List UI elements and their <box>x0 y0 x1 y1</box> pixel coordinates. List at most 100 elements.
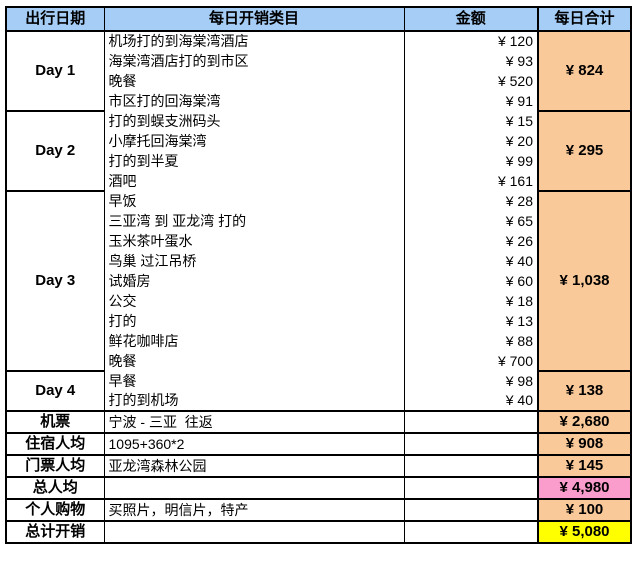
expense-amount: ¥ 40 <box>403 251 539 271</box>
expense-amount: ¥ 13 <box>403 311 539 331</box>
day-label: Day 1 <box>5 30 105 112</box>
expense-amount: ¥ 99 <box>403 151 539 171</box>
summary-label: 总人均 <box>5 476 105 500</box>
day-total: ¥ 138 <box>537 370 632 412</box>
expense-item-row: 小摩托回海棠湾 ¥ 20 <box>6 131 631 151</box>
summary-amount <box>403 476 539 500</box>
col-header-amount: 金额 <box>403 6 539 32</box>
summary-desc <box>103 476 405 500</box>
expense-desc: 晚餐 <box>103 71 405 91</box>
expense-item-row: 玉米茶叶蛋水 ¥ 26 <box>6 231 631 251</box>
expense-amount: ¥ 60 <box>403 271 539 291</box>
day-total: ¥ 824 <box>537 30 632 112</box>
expense-item-row: Day 2 打的到蜈支洲码头 ¥ 15 ¥ 295 <box>5 110 632 192</box>
expense-desc: 海棠湾酒店打的到市区 <box>103 51 405 71</box>
summary-amount <box>403 498 539 522</box>
summary-desc: 宁波 - 三亚 往返 <box>103 410 405 434</box>
expense-item-row: 海棠湾酒店打的到市区 ¥ 93 <box>6 51 631 71</box>
expense-item-row: Day 3 早饭 ¥ 28 ¥ 1,038 <box>5 190 632 372</box>
expense-item-row: 晚餐 ¥ 520 <box>6 71 631 91</box>
expense-amount: ¥ 65 <box>403 211 539 231</box>
summary-desc: 亚龙湾森林公园 <box>103 454 405 478</box>
summary-desc: 买照片，明信片，特产 <box>103 498 405 522</box>
expense-amount: ¥ 98 <box>403 371 539 391</box>
summary-row: 机票 宁波 - 三亚 往返 ¥ 2,680 <box>5 410 632 434</box>
col-header-date: 出行日期 <box>5 6 105 32</box>
expense-desc: 玉米茶叶蛋水 <box>103 231 405 251</box>
expense-item-row: 鸟巢 过江吊桥 ¥ 40 <box>6 251 631 271</box>
summary-row: 住宿人均 1095+360*2 ¥ 908 <box>5 432 632 456</box>
expense-desc: 酒吧 <box>103 171 405 191</box>
expense-desc: 打的到蜈支洲码头 <box>103 111 405 131</box>
expense-desc: 三亚湾 到 亚龙湾 打的 <box>103 211 405 231</box>
expense-item-row: 打的 ¥ 13 <box>6 311 631 331</box>
summary-row: 总计开销 ¥ 5,080 <box>5 520 632 544</box>
summary-total: ¥ 4,980 <box>537 476 632 500</box>
expense-desc: 早餐 <box>103 371 405 391</box>
expense-item-row: 鲜花咖啡店 ¥ 88 <box>6 331 631 351</box>
summary-total: ¥ 2,680 <box>537 410 632 434</box>
expense-amount: ¥ 88 <box>403 331 539 351</box>
expense-table: 出行日期 每日开销类目 金额 每日合计 Day 1 机场打的到海棠湾酒店 ¥ 120… <box>5 6 632 544</box>
header-row: 出行日期 每日开销类目 金额 每日合计 <box>5 6 632 32</box>
expense-amount: ¥ 120 <box>403 31 539 51</box>
day-label: Day 2 <box>5 110 105 192</box>
expense-item-row: 晚餐 ¥ 700 <box>6 351 631 371</box>
expense-amount: ¥ 520 <box>403 71 539 91</box>
summary-desc: 1095+360*2 <box>103 432 405 456</box>
summary-row: 个人购物 买照片，明信片，特产 ¥ 100 <box>5 498 632 522</box>
expense-amount: ¥ 91 <box>403 91 539 111</box>
expense-desc: 公交 <box>103 291 405 311</box>
expense-amount: ¥ 18 <box>403 291 539 311</box>
summary-amount <box>403 432 539 456</box>
expense-amount: ¥ 20 <box>403 131 539 151</box>
expense-item-row: 打的到机场 ¥ 40 <box>6 391 631 411</box>
expense-item-row: 三亚湾 到 亚龙湾 打的 ¥ 65 <box>6 211 631 231</box>
expense-desc: 打的 <box>103 311 405 331</box>
expense-desc: 鸟巢 过江吊桥 <box>103 251 405 271</box>
expense-amount: ¥ 700 <box>403 351 539 371</box>
expense-desc: 小摩托回海棠湾 <box>103 131 405 151</box>
day-total: ¥ 295 <box>537 110 632 192</box>
expense-amount: ¥ 26 <box>403 231 539 251</box>
expense-sheet: 出行日期 每日开销类目 金额 每日合计 Day 1 机场打的到海棠湾酒店 ¥ 120… <box>5 6 632 544</box>
expense-amount: ¥ 15 <box>403 111 539 131</box>
expense-desc: 打的到机场 <box>103 391 405 411</box>
expense-desc: 机场打的到海棠湾酒店 <box>103 31 405 51</box>
summary-label: 住宿人均 <box>5 432 105 456</box>
summary-row: 总人均 ¥ 4,980 <box>5 476 632 500</box>
expense-amount: ¥ 28 <box>403 191 539 211</box>
expense-item-row: 试婚房 ¥ 60 <box>6 271 631 291</box>
expense-item-row: Day 4 早餐 ¥ 98 ¥ 138 <box>5 370 632 412</box>
summary-total: ¥ 5,080 <box>537 520 632 544</box>
expense-item-row: 公交 ¥ 18 <box>6 291 631 311</box>
summary-amount <box>403 410 539 434</box>
expense-desc: 打的到半夏 <box>103 151 405 171</box>
day-label: Day 3 <box>5 190 105 372</box>
expense-item-row: 市区打的回海棠湾 ¥ 91 <box>6 91 631 111</box>
summary-total: ¥ 908 <box>537 432 632 456</box>
summary-total: ¥ 100 <box>537 498 632 522</box>
summary-total: ¥ 145 <box>537 454 632 478</box>
expense-desc: 鲜花咖啡店 <box>103 331 405 351</box>
summary-label: 总计开销 <box>5 520 105 544</box>
day-total: ¥ 1,038 <box>537 190 632 372</box>
expense-amount: ¥ 161 <box>403 171 539 191</box>
expense-amount: ¥ 93 <box>403 51 539 71</box>
expense-desc: 试婚房 <box>103 271 405 291</box>
summary-amount <box>403 520 539 544</box>
expense-desc: 早饭 <box>103 191 405 211</box>
expense-desc: 晚餐 <box>103 351 405 371</box>
summary-desc <box>103 520 405 544</box>
summary-label: 门票人均 <box>5 454 105 478</box>
summary-row: 门票人均 亚龙湾森林公园 ¥ 145 <box>5 454 632 478</box>
col-header-category: 每日开销类目 <box>103 6 405 32</box>
col-header-daily-total: 每日合计 <box>537 6 632 32</box>
expense-item-row: 酒吧 ¥ 161 <box>6 171 631 191</box>
expense-item-row: 打的到半夏 ¥ 99 <box>6 151 631 171</box>
day-label: Day 4 <box>5 370 105 412</box>
summary-label: 个人购物 <box>5 498 105 522</box>
expense-item-row: Day 1 机场打的到海棠湾酒店 ¥ 120 ¥ 824 <box>5 30 632 112</box>
expense-desc: 市区打的回海棠湾 <box>103 91 405 111</box>
summary-amount <box>403 454 539 478</box>
